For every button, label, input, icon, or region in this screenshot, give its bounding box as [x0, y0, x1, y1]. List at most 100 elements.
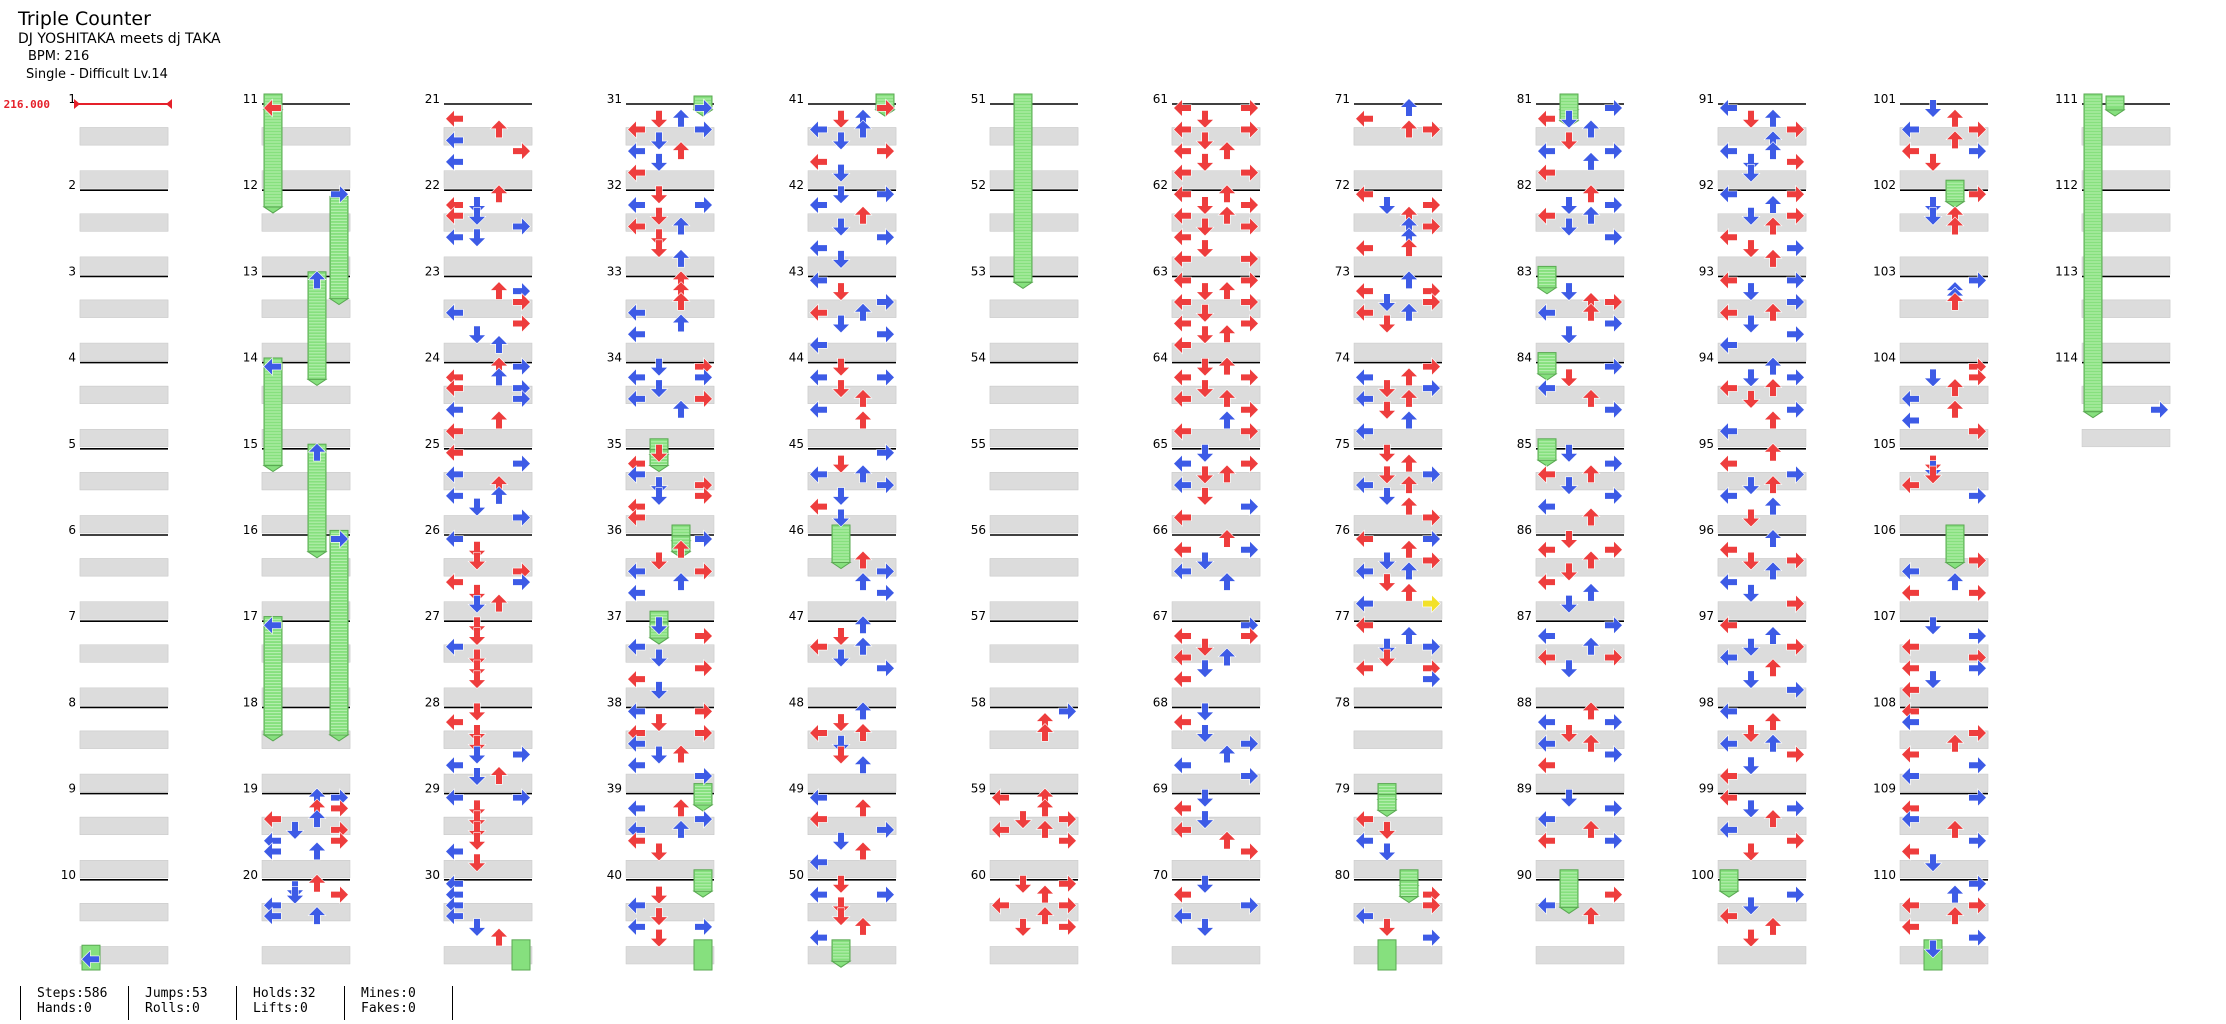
down-arrow-icon: [1377, 821, 1397, 840]
hold-note: [830, 939, 852, 968]
left-arrow-icon: [1355, 529, 1374, 549]
measure: 107: [1873, 609, 1989, 706]
left-arrow-icon: [1719, 701, 1738, 721]
measure: 113: [2055, 264, 2171, 361]
down-arrow-icon: [831, 250, 851, 269]
measure: 105: [1873, 437, 1989, 534]
left-arrow-icon: [1355, 281, 1374, 301]
down-arrow-icon: [649, 616, 669, 636]
up-arrow-icon: [1763, 917, 1783, 936]
hold-note: [262, 357, 284, 473]
left-arrow-icon: [1719, 270, 1738, 290]
beat-band: [625, 385, 715, 404]
measure-number: 36: [607, 523, 622, 537]
left-arrow-icon: [1719, 486, 1738, 506]
song-bpm: BPM: 216: [28, 49, 90, 64]
measure: 103: [1873, 264, 1989, 361]
measure: 65: [1153, 437, 1261, 534]
beat-band: [443, 860, 533, 879]
hold-note: [1923, 95, 2126, 971]
right-arrow-icon: [1604, 885, 1623, 905]
right-arrow-icon: [1786, 680, 1805, 700]
beat-band: [79, 429, 169, 448]
up-arrow-icon: [307, 270, 327, 289]
right-arrow-icon: [1240, 540, 1259, 560]
right-arrow-icon: [1968, 723, 1987, 743]
down-arrow-icon: [1195, 110, 1215, 129]
beat-band: [1353, 299, 1443, 318]
beat-band: [1717, 687, 1807, 706]
measure-number: 13: [243, 264, 258, 278]
right-arrow-icon: [876, 98, 895, 118]
left-arrow-icon: [1537, 163, 1556, 183]
beat-band: [1171, 730, 1261, 749]
up-arrow-icon: [1581, 550, 1601, 570]
beat-band: [989, 472, 1079, 491]
right-arrow-icon: [694, 658, 713, 678]
up-arrow-icon: [1763, 626, 1783, 645]
right-arrow-icon: [1422, 594, 1441, 614]
measures-layer: 1234567891011121314151617181920212223242…: [61, 92, 2171, 965]
measure-number: 41: [789, 92, 804, 106]
bpm-marker: 216.000: [4, 98, 172, 111]
beat-band: [1899, 429, 1989, 448]
left-arrow-icon: [1173, 141, 1192, 161]
beat-band: [443, 730, 533, 749]
right-arrow-icon: [1604, 141, 1623, 161]
right-arrow-icon: [512, 745, 531, 764]
beat-band: [443, 644, 533, 663]
beat-band: [807, 558, 897, 577]
measure: 85: [1517, 437, 1625, 534]
left-arrow-icon: [627, 755, 646, 775]
left-arrow-icon: [1355, 238, 1374, 258]
measure-number: 111: [2055, 92, 2078, 106]
measure-number: 30: [425, 868, 440, 882]
beat-band: [1899, 860, 1989, 879]
down-arrow-icon: [467, 745, 487, 765]
up-arrow-icon: [1763, 216, 1783, 236]
down-arrow-icon: [467, 584, 487, 603]
measure-number: 87: [1517, 609, 1532, 623]
hold-tail: [830, 960, 852, 968]
measure-number: 4: [68, 351, 76, 365]
down-arrow-icon: [467, 616, 487, 636]
measure: 35: [607, 437, 715, 534]
hold-note: [1944, 524, 1966, 570]
down-arrow-icon: [1741, 368, 1761, 388]
measure: 14: [243, 351, 351, 448]
up-arrow-icon: [1581, 636, 1601, 656]
measure-number: 49: [789, 782, 804, 796]
measure-number: 48: [789, 695, 804, 709]
measure: 30: [425, 868, 533, 965]
measure: 74: [1335, 351, 1443, 448]
left-arrow-icon: [1173, 454, 1192, 474]
hold-tail: [692, 804, 714, 812]
up-arrow-icon: [1581, 464, 1601, 483]
beat-band: [1171, 429, 1261, 448]
right-arrow-icon: [1422, 464, 1441, 484]
beat-band: [807, 816, 897, 835]
stat-cell: Holds:32 Lifts:0: [236, 986, 336, 1020]
right-arrow-icon: [1240, 270, 1259, 290]
measure: 33: [607, 264, 715, 361]
down-arrow-icon: [1559, 444, 1579, 463]
down-arrow-icon: [649, 185, 669, 205]
down-arrow-icon: [1195, 659, 1215, 679]
left-arrow-icon: [1537, 378, 1556, 398]
measure-number: 104: [1873, 351, 1896, 365]
measure-number: 22: [425, 178, 440, 192]
measure: 20: [243, 868, 351, 965]
down-arrow-icon: [649, 239, 669, 258]
up-arrow-icon: [1945, 820, 1965, 839]
up-arrow-icon: [853, 841, 873, 861]
beat-band: [261, 558, 351, 577]
left-arrow-icon: [1355, 421, 1374, 441]
hold-tail: [262, 206, 284, 214]
right-arrow-icon: [876, 184, 895, 204]
right-arrow-icon: [1058, 895, 1077, 915]
left-arrow-icon: [1901, 658, 1920, 678]
measure: 26: [425, 523, 533, 620]
beat-band: [261, 644, 351, 663]
measure-number: 34: [607, 351, 622, 365]
right-arrow-icon: [1422, 508, 1441, 527]
